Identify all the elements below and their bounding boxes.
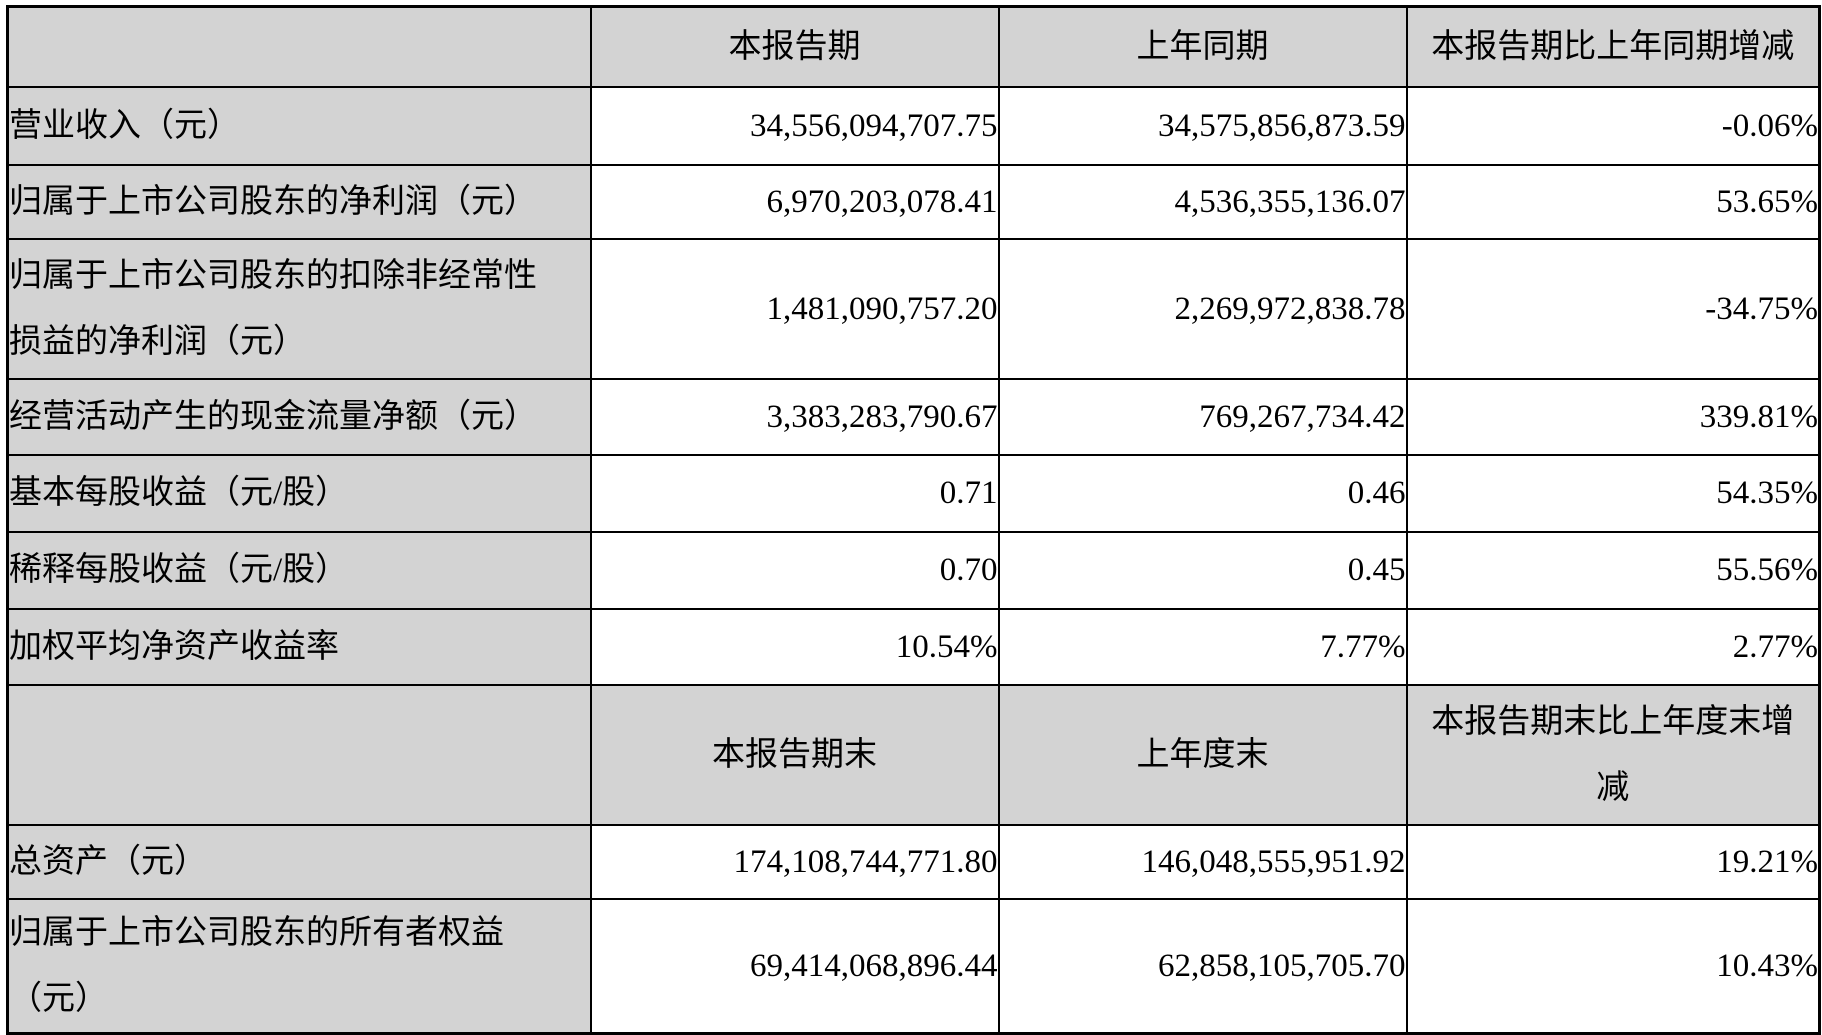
row-label-cell: 经营活动产生的现金流量净额（元） [6, 377, 592, 456]
value-prior: 769,267,734.42 [997, 377, 1408, 456]
value-current: 3,383,283,790.67 [589, 377, 1000, 456]
row-label: 基本每股收益（元/股） [9, 475, 349, 511]
row-label-cell: 营业收入（元） [6, 85, 592, 166]
header-prior-period: 上年同期 [997, 5, 1408, 88]
row-net-profit: 归属于上市公司股东的净利润（元） 6,970,203,078.41 4,536,… [6, 163, 1821, 240]
row-label-cell: 基本每股收益（元/股） [6, 453, 592, 533]
value-change: 53.65% [1405, 163, 1821, 240]
value-prior: 4,536,355,136.07 [997, 163, 1408, 240]
corner-cell [6, 683, 592, 826]
value-prior: 7.77% [997, 607, 1408, 686]
row-operating-revenue: 营业收入（元） 34,556,094,707.75 34,575,856,873… [6, 85, 1821, 166]
row-label-cell: 总资产（元） [6, 823, 592, 900]
value-prior: 2,269,972,838.78 [997, 237, 1408, 380]
value-change: -0.06% [1405, 85, 1821, 166]
value-prior: 34,575,856,873.59 [997, 85, 1408, 166]
header-period-end: 本报告期末 [589, 683, 1000, 826]
value-prior: 146,048,555,951.92 [997, 823, 1408, 900]
header-prior-year-end-label: 上年度末 [1136, 736, 1269, 773]
row-net-profit-deducted: 归属于上市公司股东的扣除非经常性 损益的净利润（元） 1,481,090,757… [6, 237, 1821, 380]
value-prior: 0.46 [997, 453, 1408, 533]
value-prior: 62,858,105,705.70 [997, 897, 1408, 1034]
header-prior-period-label: 上年同期 [1136, 28, 1269, 65]
value-change: 55.56% [1405, 530, 1821, 610]
header-year-end-change-line-2: 减 [1596, 769, 1630, 806]
header-period-end-label: 本报告期末 [712, 736, 877, 773]
row-total-assets: 总资产（元） 174,108,744,771.80 146,048,555,95… [6, 823, 1821, 900]
header-year-end-change: 本报告期末比上年度末增 减 [1405, 683, 1821, 826]
row-shareholders-equity: 归属于上市公司股东的所有者权益 （元） 69,414,068,896.44 62… [6, 897, 1821, 1034]
value-current: 34,556,094,707.75 [589, 85, 1000, 166]
row-basic-eps: 基本每股收益（元/股） 0.71 0.46 54.35% [6, 453, 1821, 533]
row-diluted-eps: 稀释每股收益（元/股） 0.70 0.45 55.56% [6, 530, 1821, 610]
value-change: 339.81% [1405, 377, 1821, 456]
financial-summary-table: 本报告期 上年同期 本报告期比上年同期增减 营业收入（元） 34,556,094… [6, 5, 1821, 1035]
header-period-change-label: 本报告期比上年同期增减 [1431, 28, 1795, 65]
row-operating-cash-flow: 经营活动产生的现金流量净额（元） 3,383,283,790.67 769,26… [6, 377, 1821, 456]
row-label-cell: 归属于上市公司股东的净利润（元） [6, 163, 592, 240]
value-current: 69,414,068,896.44 [589, 897, 1000, 1034]
header-year-end-change-line-1: 本报告期末比上年度末增 [1431, 703, 1795, 740]
row-weighted-roe: 加权平均净资产收益率 10.54% 7.77% 2.77% [6, 607, 1821, 686]
row-label-cell: 归属于上市公司股东的所有者权益 （元） [6, 897, 592, 1034]
header-prior-year-end: 上年度末 [997, 683, 1408, 826]
row-label-cell: 稀释每股收益（元/股） [6, 530, 592, 610]
value-current: 174,108,744,771.80 [589, 823, 1000, 900]
row-label: 经营活动产生的现金流量净额（元） [9, 398, 538, 435]
value-current: 1,481,090,757.20 [589, 237, 1000, 380]
financial-summary: 本报告期 上年同期 本报告期比上年同期增减 营业收入（元） 34,556,094… [6, 5, 1821, 1035]
value-change: 2.77% [1405, 607, 1821, 686]
row-label-cell: 归属于上市公司股东的扣除非经常性 损益的净利润（元） [6, 237, 592, 380]
value-prior: 0.45 [997, 530, 1408, 610]
row-label-line-2: 损益的净利润（元） [9, 323, 307, 360]
corner-cell [6, 5, 592, 88]
period-header-row: 本报告期 上年同期 本报告期比上年同期增减 [6, 5, 1821, 88]
header-period-change: 本报告期比上年同期增减 [1405, 5, 1821, 88]
row-label: 加权平均净资产收益率 [9, 628, 340, 665]
header-current-period: 本报告期 [589, 5, 1000, 88]
value-current: 0.70 [589, 530, 1000, 610]
row-label: 稀释每股收益（元/股） [9, 552, 349, 588]
value-current: 6,970,203,078.41 [589, 163, 1000, 240]
value-change: -34.75% [1405, 237, 1821, 380]
row-label-line-2: （元） [9, 980, 109, 1017]
value-change: 19.21% [1405, 823, 1821, 900]
value-current: 10.54% [589, 607, 1000, 686]
value-change: 54.35% [1405, 453, 1821, 533]
header-current-period-label: 本报告期 [728, 28, 861, 65]
balance-header-row: 本报告期末 上年度末 本报告期末比上年度末增 减 [6, 683, 1821, 826]
row-label-line-1: 归属于上市公司股东的所有者权益 [9, 914, 505, 951]
value-change: 10.43% [1405, 897, 1821, 1034]
row-label: 总资产（元） [9, 843, 208, 880]
value-current: 0.71 [589, 453, 1000, 533]
row-label: 营业收入（元） [9, 107, 241, 144]
row-label-line-1: 归属于上市公司股东的扣除非经常性 [9, 257, 538, 294]
row-label-cell: 加权平均净资产收益率 [6, 607, 592, 686]
row-label: 归属于上市公司股东的净利润（元） [9, 183, 538, 220]
